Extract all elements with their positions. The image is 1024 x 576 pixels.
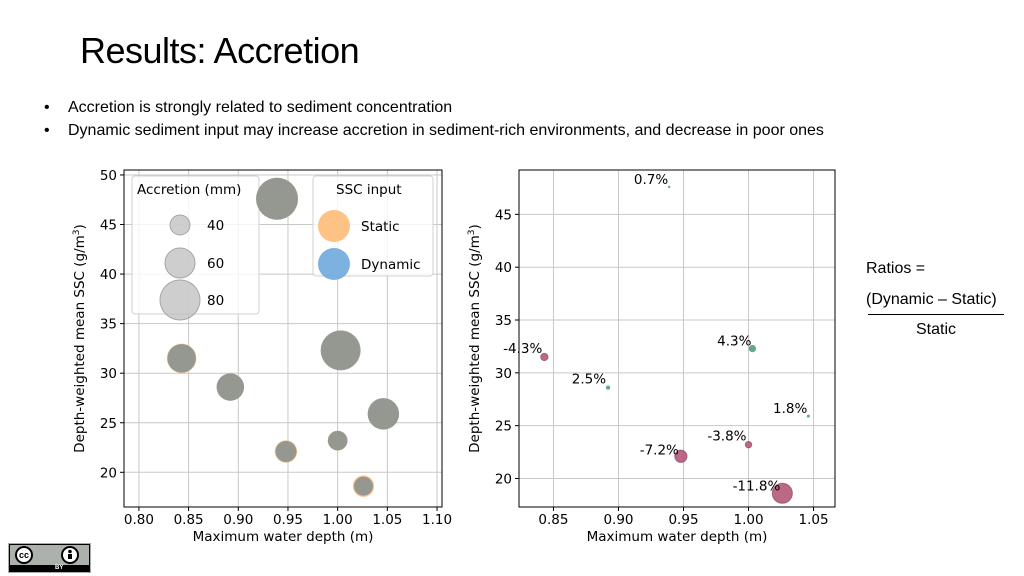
ratio-label: 4.3% (717, 334, 751, 350)
color-legend-label: Static (361, 219, 400, 235)
ratio-point (748, 344, 757, 353)
ratio-label: 1.8% (773, 401, 807, 417)
size-legend-label: 40 (207, 218, 224, 234)
person-icon (61, 546, 79, 564)
size-legend-box (131, 175, 260, 315)
bubble-dynamic (367, 398, 400, 430)
y-tick-label: 35 (100, 317, 117, 333)
ratio-label: Ratios = (866, 260, 926, 277)
y-tick-label: 40 (100, 267, 117, 283)
person-glyph (68, 549, 72, 559)
size-legend-marker (169, 214, 191, 236)
ratio-point (674, 449, 688, 463)
ratio-point (771, 482, 793, 504)
y-tick-label: 45 (100, 218, 117, 234)
y-axis-label: Depth-weighted mean SSC (g/m3) (72, 224, 88, 453)
y-tick-label: 50 (100, 168, 117, 184)
size-legend-label: 80 (207, 293, 224, 309)
ratio-point (667, 185, 671, 189)
bullet-list: Accretion is strongly related to sedimen… (44, 96, 824, 142)
plot-frame (518, 169, 836, 508)
y-axis-label: Depth-weighted mean SSC (g/m3) (467, 224, 483, 453)
ratio-label: 2.5% (572, 372, 606, 388)
size-legend-marker (159, 279, 201, 321)
x-tick-label: 0.80 (124, 512, 154, 528)
y-tick-label: 20 (100, 465, 117, 481)
x-tick-label: 0.90 (223, 512, 253, 528)
bullet-item: Dynamic sediment input may increase accr… (44, 119, 824, 142)
y-tick-label: 30 (495, 366, 512, 382)
size-legend-title: Accretion (mm) (137, 182, 241, 198)
license-text: BY (55, 565, 64, 571)
size-legend-label: 60 (207, 256, 224, 272)
cc-by-icon: cc BY (8, 543, 91, 573)
plot-frame (123, 169, 443, 508)
x-tick-label: 0.85 (538, 512, 568, 528)
x-tick-label: 1.05 (799, 512, 829, 528)
cc-icon: cc (15, 546, 33, 564)
y-tick-label: 45 (495, 207, 512, 223)
bubble-dynamic (353, 476, 373, 496)
y-tick-label: 20 (495, 471, 512, 487)
ratio-point (540, 352, 549, 362)
x-tick-label: 1.00 (323, 512, 353, 528)
color-legend-label: Dynamic (361, 257, 421, 273)
x-axis-label: Maximum water depth (m) (587, 529, 768, 545)
color-legend-marker (318, 210, 350, 242)
bubble-dynamic (256, 177, 299, 220)
bullet-item: Accretion is strongly related to sedimen… (44, 96, 824, 119)
x-axis-label: Maximum water depth (m) (193, 529, 374, 545)
ratio-label: -7.2% (640, 442, 679, 458)
x-tick-label: 0.85 (174, 512, 204, 528)
x-tick-label: 0.95 (273, 512, 303, 528)
size-legend-marker (164, 247, 196, 279)
ratio-point (806, 414, 810, 418)
x-tick-label: 1.10 (422, 512, 452, 528)
x-tick-label: 0.95 (668, 512, 698, 528)
bubble-dynamic (320, 330, 361, 371)
bubble-dynamic (167, 344, 196, 373)
ratio-point (744, 440, 753, 449)
bubble-dynamic (275, 440, 297, 462)
x-tick-label: 1.00 (733, 512, 763, 528)
ratio-point (605, 385, 611, 390)
ratio-label: -4.3% (503, 341, 542, 357)
x-tick-label: 0.90 (603, 512, 633, 528)
y-tick-label: 40 (495, 260, 512, 276)
y-tick-label: 35 (495, 313, 512, 329)
ratio-denominator: Static (915, 321, 956, 338)
color-legend-title: SSC input (336, 182, 402, 198)
bubble-dynamic (327, 430, 348, 451)
x-tick-label: 1.05 (372, 512, 402, 528)
bubble-dynamic (216, 373, 245, 401)
slide-title: Results: Accretion (80, 30, 360, 71)
y-tick-label: 25 (100, 416, 117, 432)
y-tick-label: 25 (495, 419, 512, 435)
ratio-label: 0.7% (634, 172, 668, 188)
ratio-label: -3.8% (707, 429, 746, 445)
ratio-label: -11.8% (733, 478, 781, 494)
color-legend-marker (318, 248, 350, 280)
ratio-numerator: (Dynamic – Static) (866, 291, 997, 308)
y-tick-label: 30 (100, 366, 117, 382)
fraction-bar (868, 314, 1004, 315)
